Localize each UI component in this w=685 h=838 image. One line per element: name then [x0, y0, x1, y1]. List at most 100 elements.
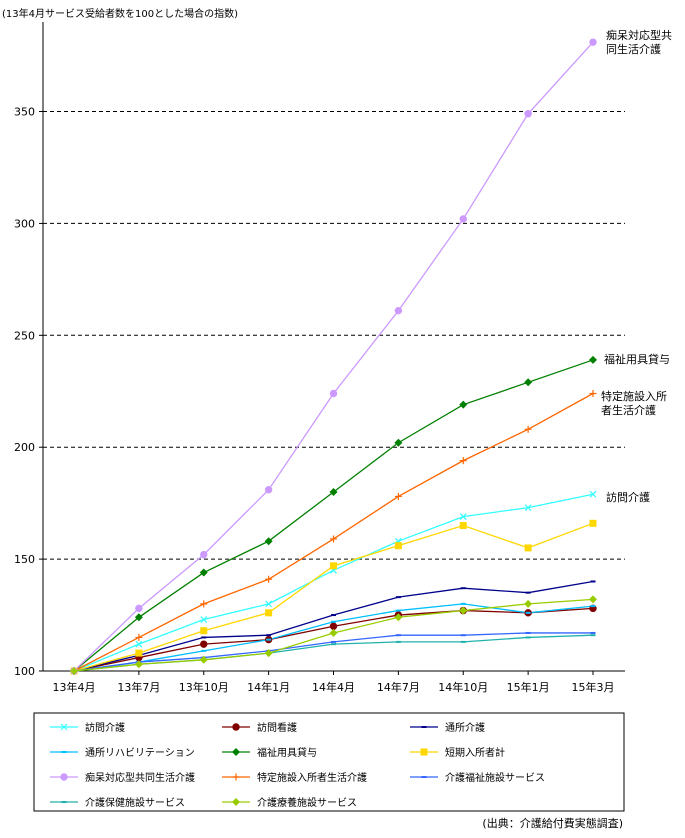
legend-label: 痴呆対応型共同生活介護 [85, 771, 195, 784]
data-point [525, 611, 531, 614]
legend-swatch-marker [61, 751, 67, 753]
data-point [264, 486, 273, 494]
series-annotation-line: 訪問介護 [606, 490, 650, 504]
x-tick-label: 14年10月 [438, 680, 488, 694]
data-point [200, 550, 208, 559]
data-point [199, 655, 208, 664]
legend-swatch-marker [421, 726, 427, 728]
data-point [525, 636, 531, 639]
data-point [331, 643, 336, 646]
data-point [394, 613, 403, 622]
data-point [265, 600, 273, 608]
data-point [524, 378, 533, 387]
legend-label: 介護福祉施設サービス [445, 771, 545, 784]
y-ticks: 100 150 200 250 300 350 [14, 106, 35, 678]
series-lines [73, 41, 594, 672]
x-tick-label: 14年4月 [312, 680, 355, 694]
data-point [460, 587, 466, 590]
y-axis-label: (13年4月サービス受給者数を100とした場合の指数) [2, 7, 238, 20]
x-tick-label: 15年3月 [572, 680, 615, 694]
series-annotation-line: 者生活介護 [601, 403, 656, 417]
data-point [266, 638, 272, 641]
data-point [394, 492, 402, 500]
data-point [589, 38, 597, 46]
y-tick-label: 150 [14, 553, 35, 566]
x-tick-label: 13年7月 [117, 680, 160, 694]
series-annotation: 福祉用具貸与 [604, 352, 670, 366]
data-point [331, 620, 336, 623]
data-point [589, 595, 597, 604]
y-tick-label: 250 [14, 329, 35, 342]
data-point [395, 596, 401, 599]
data-point [589, 355, 597, 364]
data-point [460, 602, 466, 605]
data-point [135, 604, 143, 613]
data-point [265, 609, 273, 617]
data-point [524, 544, 532, 552]
data-point [459, 513, 467, 521]
data-point [589, 389, 597, 397]
series-markers [70, 38, 597, 675]
data-point [200, 627, 208, 635]
y-tick-label: 300 [14, 217, 35, 230]
series-annotation-line: 福祉用具貸与 [604, 352, 670, 366]
data-point [395, 634, 401, 637]
legend-label: 福祉用具貸与 [257, 746, 317, 759]
data-point [199, 568, 208, 577]
legend-swatch-marker [61, 801, 67, 803]
legend-label: 特定施設入所者生活介護 [257, 771, 367, 784]
data-point [135, 649, 143, 657]
data-point [525, 631, 531, 634]
data-point [459, 457, 467, 465]
data-point [329, 628, 338, 637]
data-point [331, 640, 336, 643]
data-point [201, 649, 207, 652]
data-point [525, 591, 531, 594]
data-point [394, 542, 402, 550]
data-point [590, 634, 596, 637]
legend-swatch-marker [232, 748, 240, 756]
data-point [331, 614, 336, 617]
data-point [395, 609, 401, 612]
data-point [329, 622, 338, 630]
series-annotation: 痴呆対応型共同生活介護 [606, 28, 672, 56]
legend-swatch-marker [60, 723, 68, 731]
legend-swatch-marker [420, 748, 428, 756]
legend-swatch-marker [421, 776, 427, 778]
axes [39, 22, 625, 675]
data-point [265, 575, 273, 583]
data-point [524, 425, 532, 433]
data-point [200, 600, 208, 608]
legend-swatch-marker [60, 773, 68, 781]
legend-swatch-marker [232, 798, 240, 806]
data-point [459, 522, 467, 530]
series-annotation-line: 同生活介護 [606, 42, 661, 56]
x-tick-label: 13年10月 [179, 680, 229, 694]
legend-label: 介護療養施設サービス [257, 796, 357, 809]
data-point [460, 640, 466, 643]
data-point [460, 634, 466, 637]
x-tick-label: 14年1月 [247, 680, 290, 694]
legend-swatch-marker [232, 773, 240, 781]
data-point [589, 490, 597, 498]
data-point [70, 667, 78, 675]
series-line [73, 634, 594, 672]
series-line [73, 41, 594, 672]
data-point [135, 640, 143, 648]
data-point [589, 519, 597, 527]
legend-label: 通所リハビリテーション [85, 747, 195, 759]
y-tick-label: 100 [14, 665, 35, 678]
legend-swatch-marker [232, 723, 240, 731]
legend-label: 介護保健施設サービス [85, 796, 185, 809]
data-point [135, 633, 143, 641]
legend-label: 訪問介護 [85, 721, 125, 734]
data-point [524, 599, 533, 608]
legend-label: 訪問看護 [257, 721, 297, 734]
data-point [201, 636, 207, 639]
data-point [329, 487, 338, 496]
x-tick-label: 13年4月 [53, 680, 96, 694]
data-point [200, 616, 208, 623]
series-annotation: 訪問介護 [606, 490, 650, 504]
